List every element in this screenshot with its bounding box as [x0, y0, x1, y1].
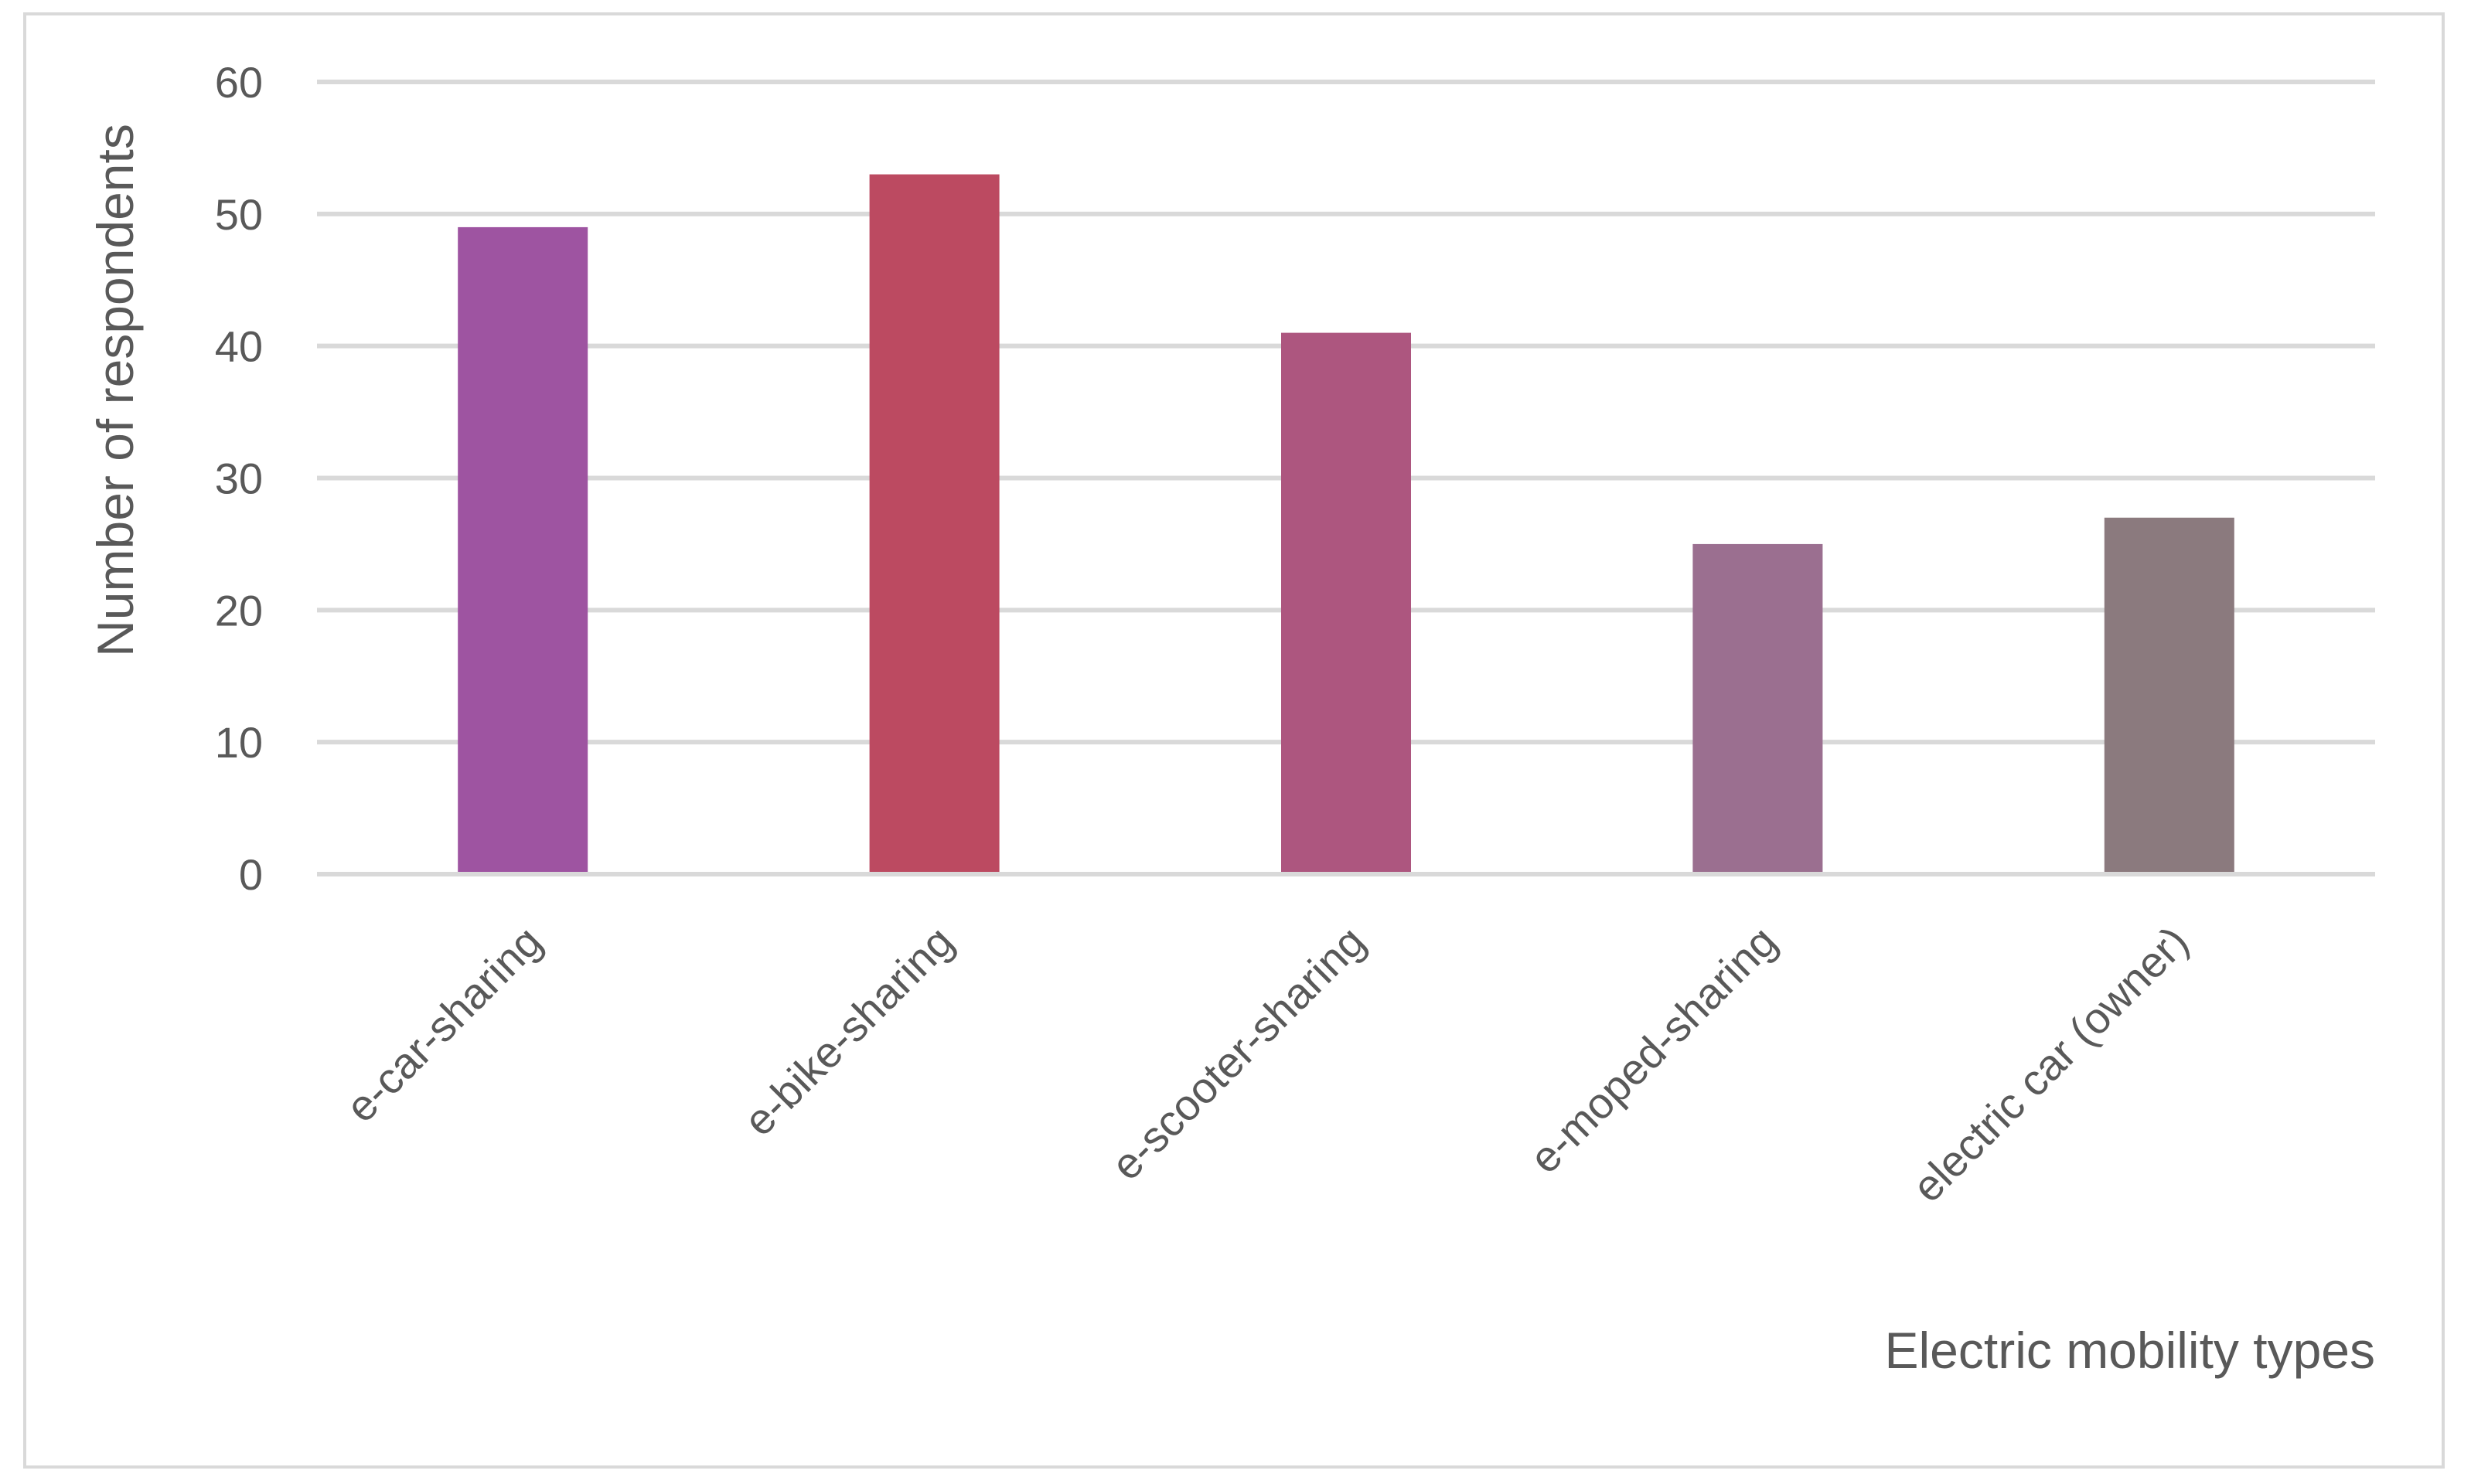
bar-e-scooter-sharing [1281, 332, 1411, 872]
x-tick-label: electric car (owner) [1903, 917, 2197, 1211]
x-axis-title: Electric mobility types [1884, 1322, 2375, 1379]
bar-e-bike-sharing [869, 174, 1000, 873]
y-tick-label: 10 [215, 718, 263, 767]
y-tick-label: 60 [215, 58, 263, 107]
y-axis-ticks: 0 10 20 30 40 50 60 [215, 58, 263, 899]
bar-e-car-sharing [458, 226, 588, 873]
x-tick-label: e-scooter-sharing [1102, 917, 1375, 1190]
y-axis-title: Number of respondents [87, 124, 144, 657]
y-tick-label: 30 [215, 454, 263, 503]
y-tick-label: 50 [215, 190, 263, 239]
x-axis-ticks: e-car-sharing e-bike-sharing e-scooter-sha… [336, 917, 2197, 1211]
bar-e-moped-sharing [1692, 543, 1823, 872]
x-tick-label: e-moped-sharing [1520, 917, 1786, 1183]
x-tick-label: e-bike-sharing [734, 917, 963, 1145]
y-tick-label: 0 [239, 850, 263, 899]
bar-electric-car-owner [2104, 517, 2234, 872]
x-tick-label: e-car-sharing [336, 917, 551, 1132]
y-tick-label: 20 [215, 586, 263, 635]
bars [458, 174, 2234, 873]
y-tick-label: 40 [215, 322, 263, 371]
